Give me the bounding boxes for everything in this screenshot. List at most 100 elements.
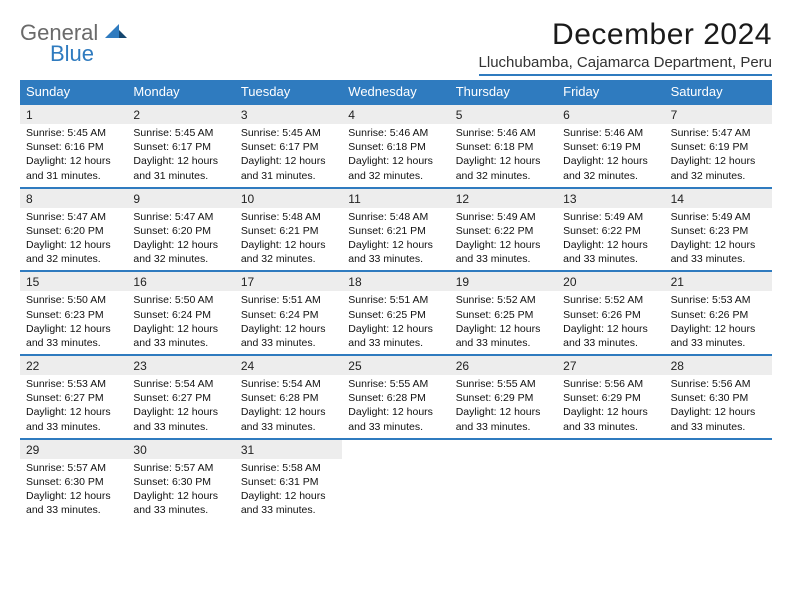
- day-cell: 18Sunrise: 5:51 AMSunset: 6:25 PMDayligh…: [342, 272, 449, 354]
- day-cell: [342, 440, 449, 522]
- day-body: Sunrise: 5:54 AMSunset: 6:27 PMDaylight:…: [127, 375, 234, 438]
- sunrise-line: Sunrise: 5:52 AM: [563, 293, 658, 307]
- sunrise-line: Sunrise: 5:53 AM: [26, 377, 121, 391]
- daylight-line: Daylight: 12 hours and 31 minutes.: [26, 154, 121, 182]
- sunset-line: Sunset: 6:23 PM: [26, 308, 121, 322]
- dayhdr-wednesday: Wednesday: [342, 80, 449, 103]
- sunset-line: Sunset: 6:22 PM: [456, 224, 551, 238]
- daylight-line: Daylight: 12 hours and 33 minutes.: [348, 405, 443, 433]
- day-cell: 20Sunrise: 5:52 AMSunset: 6:26 PMDayligh…: [557, 272, 664, 354]
- day-number: 16: [127, 272, 234, 291]
- dayhdr-friday: Friday: [557, 80, 664, 103]
- dayhdr-tuesday: Tuesday: [235, 80, 342, 103]
- sunset-line: Sunset: 6:18 PM: [348, 140, 443, 154]
- daylight-line: Daylight: 12 hours and 33 minutes.: [26, 405, 121, 433]
- day-cell: 31Sunrise: 5:58 AMSunset: 6:31 PMDayligh…: [235, 440, 342, 522]
- sunset-line: Sunset: 6:16 PM: [26, 140, 121, 154]
- dayhdr-sunday: Sunday: [20, 80, 127, 103]
- daylight-line: Daylight: 12 hours and 32 minutes.: [671, 154, 766, 182]
- day-cell: 16Sunrise: 5:50 AMSunset: 6:24 PMDayligh…: [127, 272, 234, 354]
- sunrise-line: Sunrise: 5:52 AM: [456, 293, 551, 307]
- day-body: Sunrise: 5:52 AMSunset: 6:25 PMDaylight:…: [450, 291, 557, 354]
- day-body: Sunrise: 5:56 AMSunset: 6:29 PMDaylight:…: [557, 375, 664, 438]
- weeks-container: 1Sunrise: 5:45 AMSunset: 6:16 PMDaylight…: [20, 103, 772, 521]
- sunrise-line: Sunrise: 5:49 AM: [456, 210, 551, 224]
- daylight-line: Daylight: 12 hours and 32 minutes.: [26, 238, 121, 266]
- sunrise-line: Sunrise: 5:55 AM: [348, 377, 443, 391]
- sunset-line: Sunset: 6:30 PM: [671, 391, 766, 405]
- sunrise-line: Sunrise: 5:49 AM: [563, 210, 658, 224]
- day-body: Sunrise: 5:56 AMSunset: 6:30 PMDaylight:…: [665, 375, 772, 438]
- day-body: Sunrise: 5:45 AMSunset: 6:17 PMDaylight:…: [235, 124, 342, 187]
- daylight-line: Daylight: 12 hours and 32 minutes.: [241, 238, 336, 266]
- day-cell: 30Sunrise: 5:57 AMSunset: 6:30 PMDayligh…: [127, 440, 234, 522]
- day-number: 17: [235, 272, 342, 291]
- daylight-line: Daylight: 12 hours and 32 minutes.: [348, 154, 443, 182]
- daylight-line: Daylight: 12 hours and 32 minutes.: [456, 154, 551, 182]
- logo-mark-icon: [105, 24, 127, 40]
- daylight-line: Daylight: 12 hours and 33 minutes.: [456, 322, 551, 350]
- daylight-line: Daylight: 12 hours and 33 minutes.: [133, 489, 228, 517]
- sunrise-line: Sunrise: 5:51 AM: [241, 293, 336, 307]
- sunset-line: Sunset: 6:31 PM: [241, 475, 336, 489]
- sunrise-line: Sunrise: 5:57 AM: [133, 461, 228, 475]
- logo: General Blue: [20, 18, 127, 65]
- dayhdr-saturday: Saturday: [665, 80, 772, 103]
- daylight-line: Daylight: 12 hours and 31 minutes.: [241, 154, 336, 182]
- calendar: Sunday Monday Tuesday Wednesday Thursday…: [20, 80, 772, 521]
- day-number: 31: [235, 440, 342, 459]
- day-number: 30: [127, 440, 234, 459]
- day-number: 1: [20, 105, 127, 124]
- week-row: 8Sunrise: 5:47 AMSunset: 6:20 PMDaylight…: [20, 187, 772, 271]
- sunset-line: Sunset: 6:23 PM: [671, 224, 766, 238]
- day-cell: 7Sunrise: 5:47 AMSunset: 6:19 PMDaylight…: [665, 105, 772, 187]
- sunrise-line: Sunrise: 5:55 AM: [456, 377, 551, 391]
- daylight-line: Daylight: 12 hours and 33 minutes.: [133, 322, 228, 350]
- sunrise-line: Sunrise: 5:51 AM: [348, 293, 443, 307]
- sunset-line: Sunset: 6:25 PM: [348, 308, 443, 322]
- day-number: 13: [557, 189, 664, 208]
- daylight-line: Daylight: 12 hours and 33 minutes.: [241, 489, 336, 517]
- sunrise-line: Sunrise: 5:45 AM: [241, 126, 336, 140]
- day-number: 27: [557, 356, 664, 375]
- sunset-line: Sunset: 6:30 PM: [26, 475, 121, 489]
- day-body: Sunrise: 5:52 AMSunset: 6:26 PMDaylight:…: [557, 291, 664, 354]
- day-body: Sunrise: 5:46 AMSunset: 6:18 PMDaylight:…: [450, 124, 557, 187]
- day-number: 3: [235, 105, 342, 124]
- daylight-line: Daylight: 12 hours and 31 minutes.: [133, 154, 228, 182]
- sunrise-line: Sunrise: 5:45 AM: [26, 126, 121, 140]
- daylight-line: Daylight: 12 hours and 33 minutes.: [563, 405, 658, 433]
- sunset-line: Sunset: 6:17 PM: [241, 140, 336, 154]
- day-number: 12: [450, 189, 557, 208]
- sunset-line: Sunset: 6:27 PM: [26, 391, 121, 405]
- sunrise-line: Sunrise: 5:46 AM: [348, 126, 443, 140]
- day-number: 29: [20, 440, 127, 459]
- sunset-line: Sunset: 6:24 PM: [133, 308, 228, 322]
- day-number: 15: [20, 272, 127, 291]
- day-number: 21: [665, 272, 772, 291]
- day-body: Sunrise: 5:58 AMSunset: 6:31 PMDaylight:…: [235, 459, 342, 522]
- day-body: Sunrise: 5:47 AMSunset: 6:20 PMDaylight:…: [127, 208, 234, 271]
- sunrise-line: Sunrise: 5:46 AM: [456, 126, 551, 140]
- day-body: Sunrise: 5:49 AMSunset: 6:23 PMDaylight:…: [665, 208, 772, 271]
- day-body: Sunrise: 5:50 AMSunset: 6:24 PMDaylight:…: [127, 291, 234, 354]
- sunrise-line: Sunrise: 5:47 AM: [671, 126, 766, 140]
- sunset-line: Sunset: 6:22 PM: [563, 224, 658, 238]
- title-block: December 2024 Lluchubamba, Cajamarca Dep…: [479, 18, 772, 76]
- sunrise-line: Sunrise: 5:50 AM: [133, 293, 228, 307]
- day-number: 9: [127, 189, 234, 208]
- sunrise-line: Sunrise: 5:57 AM: [26, 461, 121, 475]
- day-cell: 28Sunrise: 5:56 AMSunset: 6:30 PMDayligh…: [665, 356, 772, 438]
- daylight-line: Daylight: 12 hours and 33 minutes.: [26, 489, 121, 517]
- day-number: 26: [450, 356, 557, 375]
- day-body: Sunrise: 5:51 AMSunset: 6:25 PMDaylight:…: [342, 291, 449, 354]
- dayhdr-monday: Monday: [127, 80, 234, 103]
- day-body: Sunrise: 5:47 AMSunset: 6:19 PMDaylight:…: [665, 124, 772, 187]
- page: General Blue December 2024 Lluchubamba, …: [0, 0, 792, 531]
- day-cell: 26Sunrise: 5:55 AMSunset: 6:29 PMDayligh…: [450, 356, 557, 438]
- sunset-line: Sunset: 6:20 PM: [26, 224, 121, 238]
- sunrise-line: Sunrise: 5:48 AM: [348, 210, 443, 224]
- sunrise-line: Sunrise: 5:53 AM: [671, 293, 766, 307]
- sunrise-line: Sunrise: 5:47 AM: [133, 210, 228, 224]
- day-number: 5: [450, 105, 557, 124]
